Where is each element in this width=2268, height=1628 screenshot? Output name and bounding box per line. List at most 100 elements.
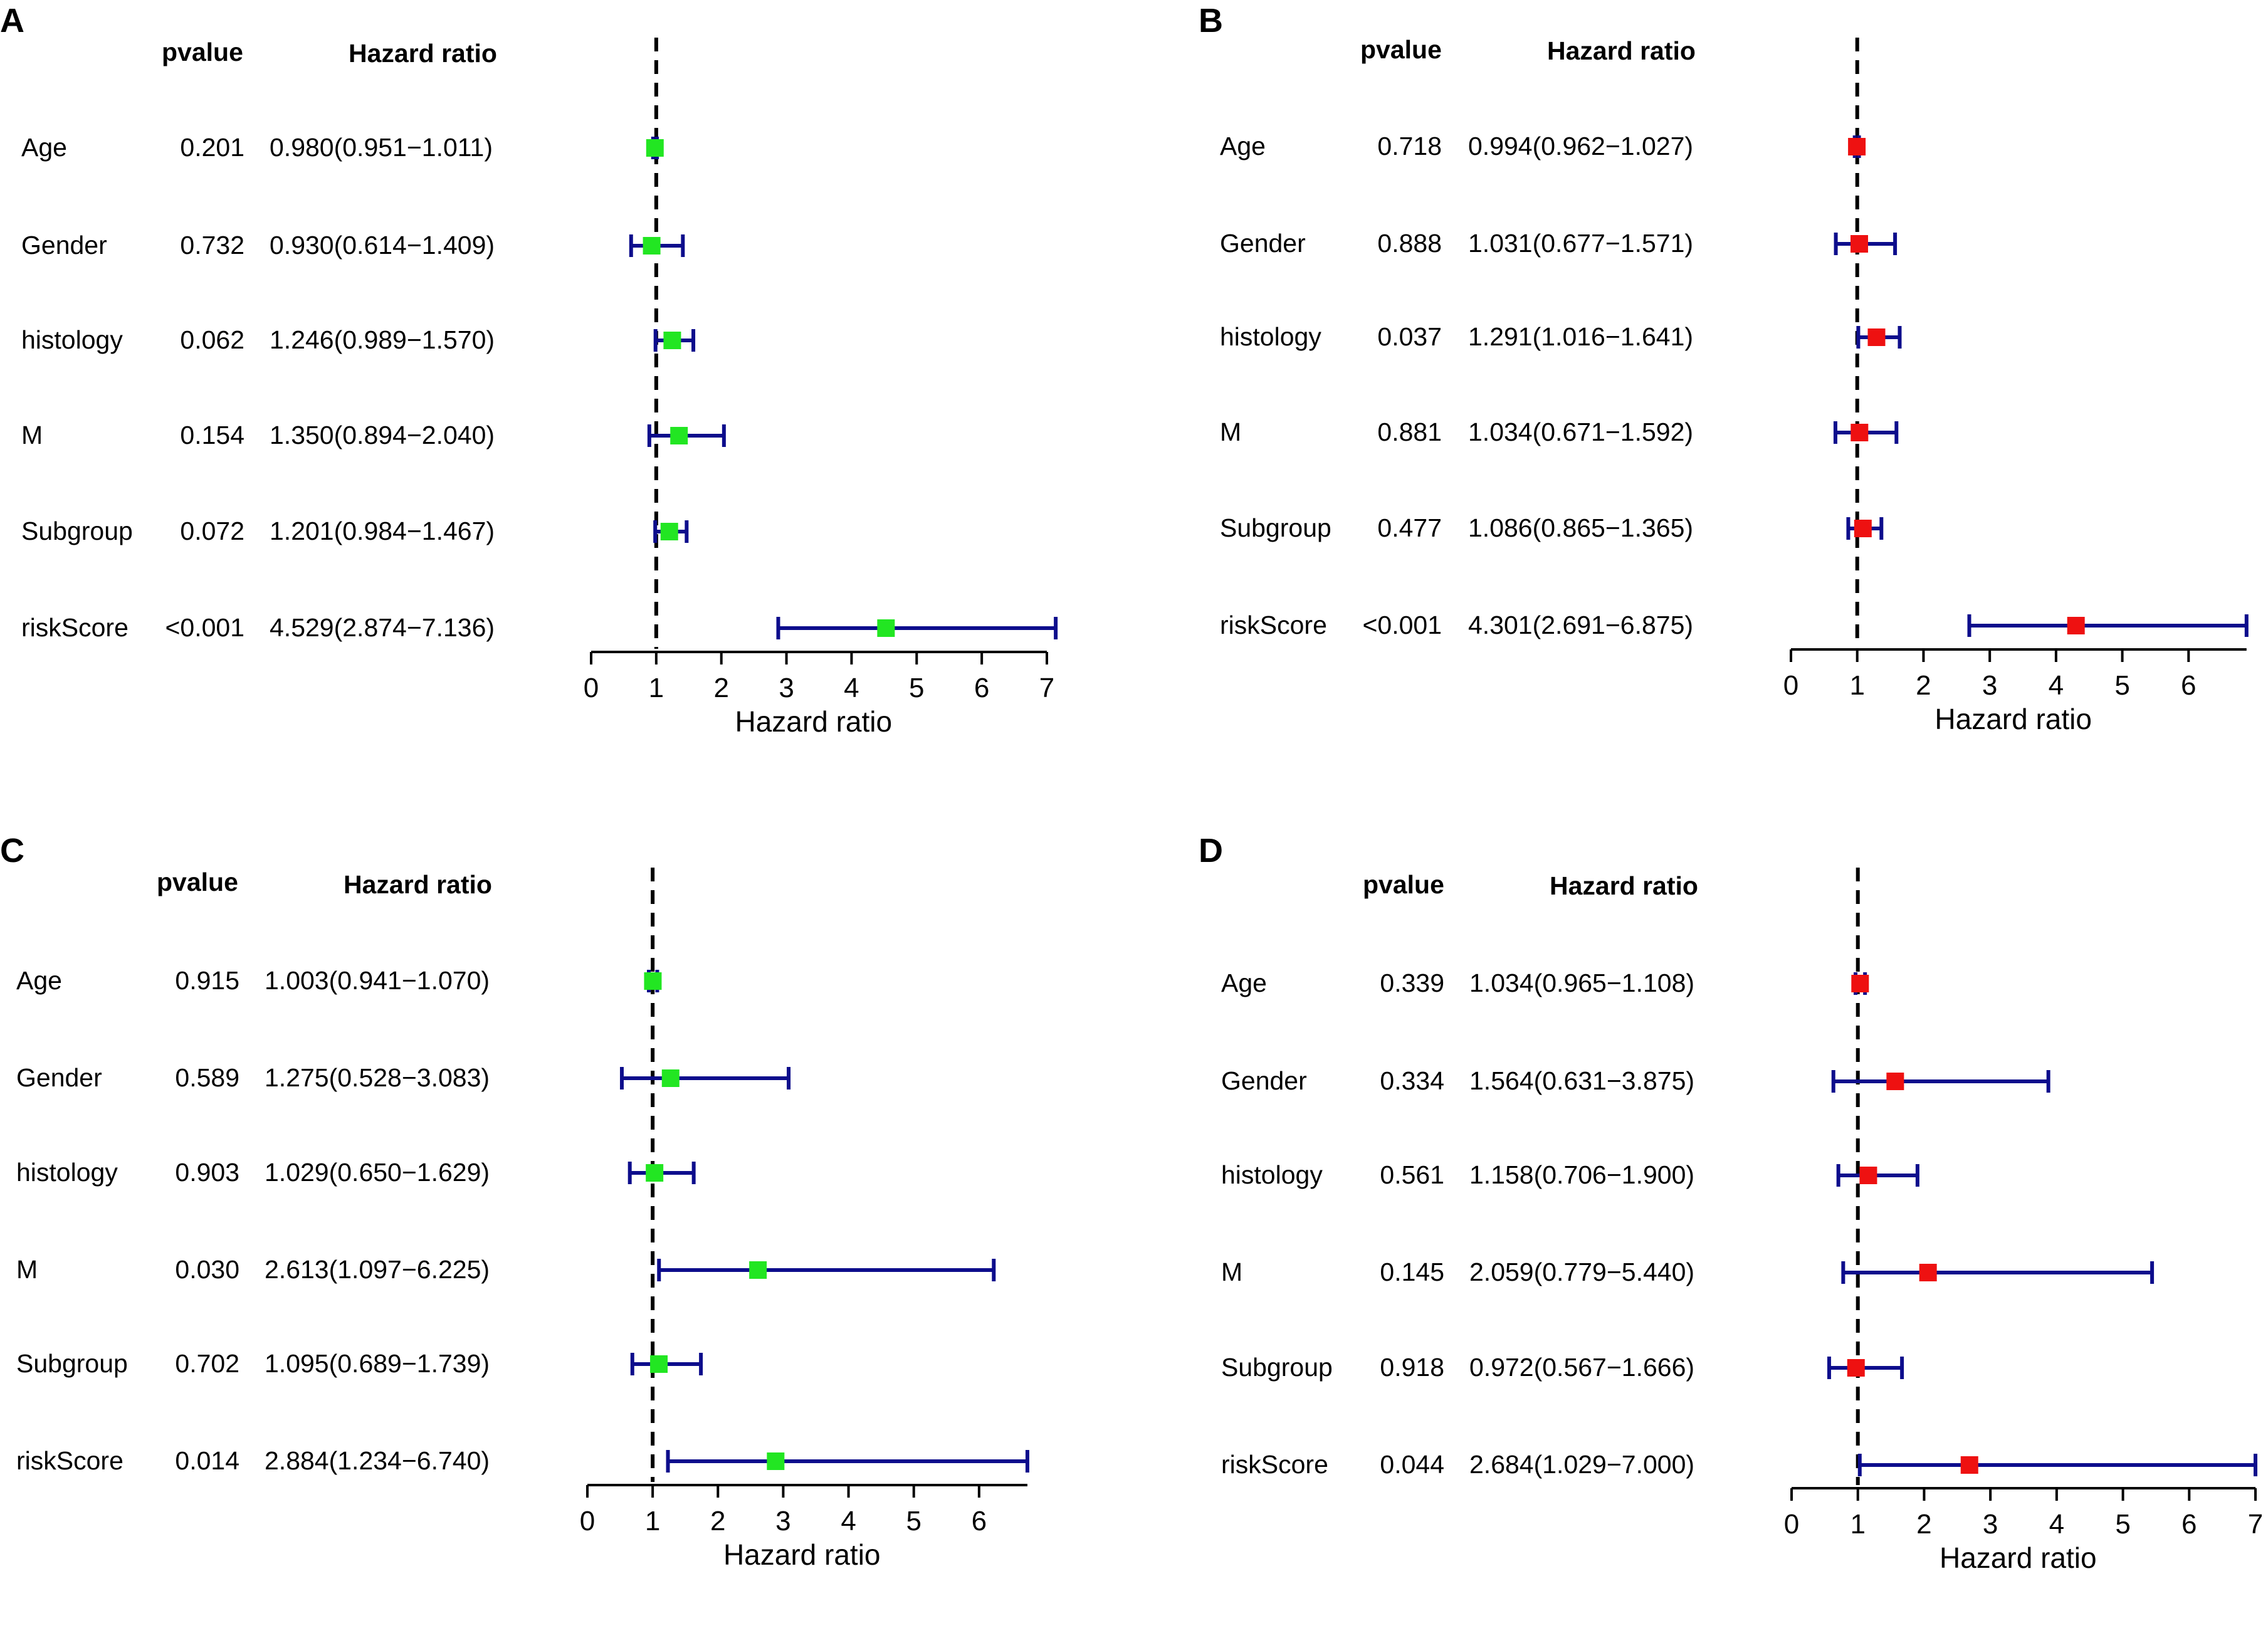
hazard-ratio-header: Hazard ratio <box>1547 36 1696 65</box>
x-tick-label: 2 <box>1916 1509 1931 1540</box>
hr-marker <box>660 523 678 540</box>
pvalue-cell: 0.062 <box>180 325 244 354</box>
hazard-ratio-cell: 2.613(1.097−6.225) <box>265 1255 490 1284</box>
hr-marker <box>1851 424 1869 441</box>
hazard-ratio-cell: 1.291(1.016−1.641) <box>1468 322 1694 351</box>
hr-marker <box>650 1355 668 1373</box>
hazard-ratio-header: Hazard ratio <box>349 39 497 68</box>
hr-marker <box>1867 328 1886 346</box>
x-tick-label: 4 <box>2049 670 2064 701</box>
pvalue-cell: 0.718 <box>1377 132 1442 160</box>
x-tick-label: 4 <box>2049 1509 2064 1540</box>
hr-marker <box>1854 520 1872 537</box>
x-tick-label: 5 <box>909 673 924 703</box>
pvalue-cell: 0.044 <box>1380 1450 1444 1479</box>
variable-label: Gender <box>21 231 107 260</box>
variable-label: riskScore <box>1221 1450 1328 1479</box>
x-axis-label: Hazard ratio <box>1935 703 2092 735</box>
x-tick-label: 0 <box>1783 670 1798 701</box>
variable-label: Subgroup <box>16 1349 128 1378</box>
x-tick-label: 1 <box>1850 1509 1865 1540</box>
variable-label: Age <box>21 133 67 162</box>
pvalue-cell: 0.334 <box>1380 1066 1444 1095</box>
hr-marker <box>643 237 661 255</box>
pvalue-header: pvalue <box>1363 870 1444 899</box>
hazard-ratio-cell: 1.034(0.965−1.108) <box>1469 969 1695 997</box>
hazard-ratio-cell: 2.059(0.779−5.440) <box>1469 1258 1695 1286</box>
variable-label: histology <box>1221 1160 1323 1189</box>
variable-label: Subgroup <box>1221 1353 1333 1382</box>
variable-label: riskScore <box>1220 611 1327 639</box>
x-tick-label: 1 <box>1849 670 1864 701</box>
hr-marker <box>1848 138 1866 155</box>
pvalue-cell: <0.001 <box>1362 611 1442 639</box>
x-tick-label: 1 <box>645 1506 660 1536</box>
pvalue-cell: 0.702 <box>175 1349 239 1378</box>
x-tick-label: 3 <box>779 673 794 703</box>
hr-marker <box>1886 1073 1904 1090</box>
forest-panel-c: C pvalue Hazard ratio 0 1 2 3 4 5 6 Age 0.915 1.… <box>0 830 1134 1628</box>
forest-panel-b: B pvalue Hazard ratio 0 1 2 3 4 5 6 Age 0.718 0.… <box>1199 0 2268 798</box>
pvalue-cell: 0.881 <box>1377 418 1442 446</box>
hazard-ratio-cell: 1.003(0.941−1.070) <box>265 966 490 995</box>
hazard-ratio-cell: 2.684(1.029−7.000) <box>1469 1450 1695 1479</box>
x-tick-label: 5 <box>2114 670 2129 701</box>
forest-plot-c: 0 1 2 3 4 5 6 <box>580 868 1029 1536</box>
variable-label: riskScore <box>16 1446 123 1475</box>
hazard-ratio-cell: 0.972(0.567−1.666) <box>1469 1353 1695 1382</box>
x-tick-label: 2 <box>713 673 728 703</box>
x-tick-label: 0 <box>1784 1509 1799 1540</box>
hr-marker <box>1859 1167 1877 1184</box>
panel-letter: C <box>0 832 24 869</box>
variable-label: Gender <box>1221 1066 1307 1095</box>
hazard-ratio-cell: 1.034(0.671−1.592) <box>1468 418 1694 446</box>
pvalue-cell: 0.589 <box>175 1063 239 1092</box>
hazard-ratio-cell: 1.246(0.989−1.570) <box>270 325 495 354</box>
hr-marker <box>1919 1264 1937 1281</box>
variable-label: riskScore <box>21 613 129 642</box>
hazard-ratio-cell: 0.980(0.951−1.011) <box>270 133 493 162</box>
pvalue-cell: 0.154 <box>180 421 244 449</box>
x-axis-label: Hazard ratio <box>1940 1541 2097 1574</box>
pvalue-cell: 0.918 <box>1380 1353 1444 1382</box>
hr-marker <box>646 139 664 157</box>
variable-label: histology <box>1220 322 1321 351</box>
forest-plot-a: 0 1 2 3 4 5 6 7 <box>584 38 1058 703</box>
pvalue-cell: 0.732 <box>180 231 244 260</box>
x-tick-label: 5 <box>906 1506 921 1536</box>
variable-label: M <box>21 421 43 449</box>
pvalue-cell: 0.903 <box>175 1158 239 1187</box>
variable-label: Subgroup <box>21 517 133 545</box>
forest-plot-d: 0 1 2 3 4 5 6 7 <box>1784 868 2263 1540</box>
variable-label: Age <box>16 966 62 995</box>
panel-letter: B <box>1199 2 1223 39</box>
variable-label: M <box>1221 1258 1243 1286</box>
hr-marker <box>670 427 688 444</box>
hazard-ratio-cell: 1.031(0.677−1.571) <box>1468 229 1694 258</box>
x-tick-label: 5 <box>2115 1509 2130 1540</box>
hazard-ratio-cell: 0.930(0.614−1.409) <box>270 231 495 260</box>
hr-marker <box>661 1069 680 1087</box>
hazard-ratio-cell: 1.350(0.894−2.040) <box>270 421 495 449</box>
pvalue-cell: 0.072 <box>180 517 244 545</box>
x-tick-label: 2 <box>1916 670 1931 701</box>
hazard-ratio-cell: 1.029(0.650−1.629) <box>265 1158 490 1187</box>
hr-marker <box>749 1261 767 1279</box>
hazard-ratio-cell: 1.158(0.706−1.900) <box>1469 1160 1695 1189</box>
x-tick-label: 6 <box>2181 1509 2197 1540</box>
hazard-ratio-cell: 0.994(0.962−1.027) <box>1468 132 1694 160</box>
pvalue-header: pvalue <box>162 38 243 66</box>
x-tick-label: 6 <box>2181 670 2196 701</box>
x-tick-label: 3 <box>1983 1509 1998 1540</box>
x-tick-label: 7 <box>1039 673 1054 703</box>
pvalue-cell: 0.915 <box>175 966 239 995</box>
x-tick-label: 1 <box>649 673 664 703</box>
x-axis-label: Hazard ratio <box>723 1538 881 1571</box>
pvalue-cell: 0.037 <box>1377 322 1442 351</box>
x-tick-label: 3 <box>775 1506 790 1536</box>
hr-marker <box>1847 1359 1865 1377</box>
x-tick-label: 6 <box>972 1506 987 1536</box>
panel-letter: A <box>0 2 24 39</box>
hazard-ratio-cell: 1.275(0.528−3.083) <box>265 1063 490 1092</box>
hr-marker <box>1850 235 1868 253</box>
